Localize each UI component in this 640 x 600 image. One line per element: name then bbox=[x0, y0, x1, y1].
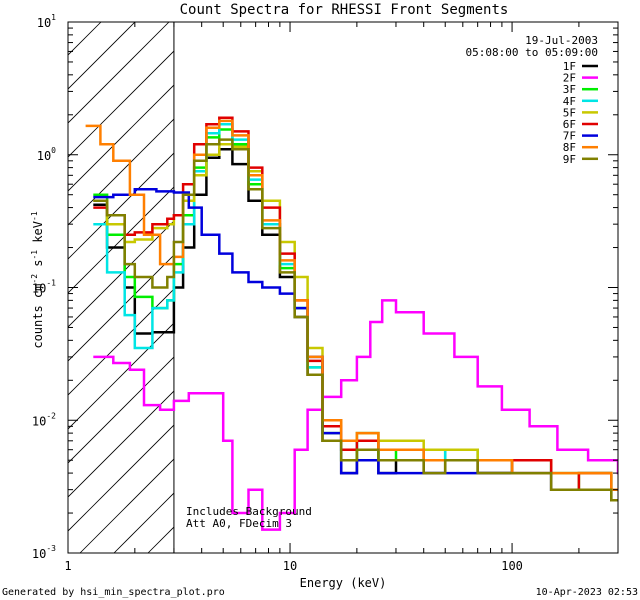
series-9F bbox=[93, 138, 618, 502]
hatch-line bbox=[68, 22, 170, 124]
hatch-line bbox=[624, 22, 640, 553]
x-tick-label: 10 bbox=[283, 559, 297, 573]
x-axis-label: Energy (keV) bbox=[300, 576, 387, 590]
hatch-line bbox=[68, 254, 174, 362]
y-label-mid: s bbox=[31, 260, 45, 274]
legend-label: 8F bbox=[563, 141, 576, 154]
y-label-sup3: -1 bbox=[30, 211, 39, 221]
legend-label: 5F bbox=[563, 106, 576, 119]
footer-timestamp: 10-Apr-2023 02:53 bbox=[536, 587, 638, 598]
y-tick-label: 10-3 bbox=[32, 544, 56, 561]
legend-label: 7F bbox=[563, 130, 576, 143]
y-axis-label: counts cm-2 s-1 keV-1 bbox=[30, 211, 45, 348]
y-tick-exponent: 1 bbox=[51, 13, 56, 22]
y-tick-exponent: -3 bbox=[46, 544, 56, 553]
series-8F bbox=[85, 119, 618, 491]
legend-label: 9F bbox=[563, 153, 576, 166]
x-axis: 1 10 100 bbox=[64, 22, 619, 573]
hatch-line bbox=[68, 220, 174, 328]
annotation-attenuator: Att A0, FDecim 3 bbox=[186, 517, 292, 530]
hatch-line bbox=[79, 458, 174, 553]
y-label-main: counts cm bbox=[31, 284, 45, 349]
series-5F bbox=[93, 142, 618, 491]
footer-generated-by: Generated by hsi_min_spectra_plot.pro bbox=[2, 587, 225, 598]
legend-label: 6F bbox=[563, 118, 576, 131]
hatch-line bbox=[68, 424, 174, 532]
y-tick-label: 101 bbox=[37, 13, 56, 30]
hatch-line bbox=[68, 50, 174, 158]
hatch-line bbox=[68, 22, 102, 56]
y-label-end: keV bbox=[31, 221, 45, 250]
series-2F bbox=[93, 299, 618, 531]
y-tick-label: 100 bbox=[37, 146, 56, 163]
y-tick-exponent: -2 bbox=[46, 411, 56, 420]
y-label-sup2: -1 bbox=[30, 250, 39, 260]
time-range-label: 05:08:00 to 05:09:00 bbox=[466, 46, 598, 59]
hatch-line bbox=[68, 288, 174, 396]
x-tick-label: 1 bbox=[64, 559, 71, 573]
y-tick-exponent: 0 bbox=[51, 146, 56, 155]
legend-label: 1F bbox=[563, 60, 576, 73]
series-layer bbox=[85, 116, 618, 531]
legend-label: 3F bbox=[563, 83, 576, 96]
date-label: 19-Jul-2003 bbox=[525, 34, 598, 47]
hatch-line bbox=[0, 22, 33, 553]
annotation-background: Includes Background bbox=[186, 505, 312, 518]
x-tick-label: 100 bbox=[501, 559, 523, 573]
hatch-line bbox=[68, 84, 174, 192]
hatch-line bbox=[68, 186, 174, 294]
legend-label: 4F bbox=[563, 95, 576, 108]
chart-title: Count Spectra for RHESSI Front Segments bbox=[180, 2, 509, 18]
y-tick-exponent: -1 bbox=[46, 279, 56, 288]
hatch-line bbox=[68, 390, 174, 498]
y-label-sup1: -2 bbox=[30, 274, 39, 284]
y-tick-label: 10-2 bbox=[32, 411, 56, 428]
legend-label: 2F bbox=[563, 72, 576, 85]
